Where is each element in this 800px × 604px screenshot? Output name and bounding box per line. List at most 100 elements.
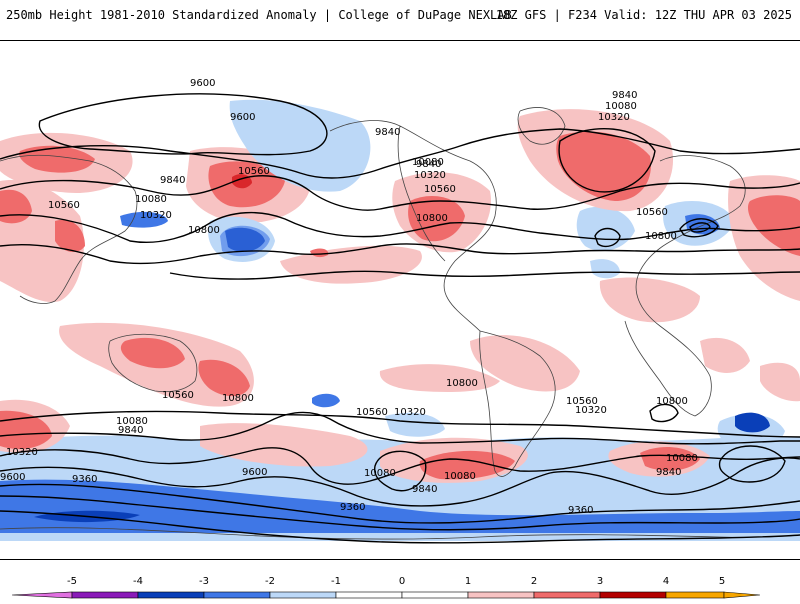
colorbar-tick-label: 1 xyxy=(465,576,471,587)
contour-label: 9360 xyxy=(568,505,593,516)
contour-10800-north xyxy=(169,270,800,280)
colorbar-legend: -5 -4 -3 -2 -1 0 1 2 3 4 5 xyxy=(0,564,800,600)
anomaly-neg1-atlantic-tropics xyxy=(590,259,620,279)
anomaly-neg1-south-pacific-east xyxy=(385,412,445,437)
contour-10560-south xyxy=(0,411,800,445)
contour-10080-south xyxy=(0,457,800,507)
coast-north-america xyxy=(329,120,497,332)
contour-closed-europe-low-1 xyxy=(679,218,719,238)
anomaly-pos2-north-pacific-west xyxy=(19,145,95,173)
colorbar-ticks: -5 -4 -3 -2 -1 0 1 2 3 4 5 xyxy=(67,576,725,587)
contour-label: 10080 xyxy=(605,101,637,112)
contour-label: 10320 xyxy=(6,447,38,458)
contour-label: 9840 xyxy=(612,90,637,101)
contour-closed-south-africa xyxy=(649,403,679,423)
colorbar-swatch-zero-pos xyxy=(401,591,469,599)
colorbar-swatch-pos3 xyxy=(599,591,667,599)
contour-label: 10320 xyxy=(598,112,630,123)
contour-label: 10320 xyxy=(575,405,607,416)
anomaly-pos2-australia xyxy=(120,337,185,369)
contour-label: 10800 xyxy=(645,231,677,242)
contour-9360-south xyxy=(0,510,800,544)
contour-label: 9600 xyxy=(230,112,255,123)
contour-label: 9360 xyxy=(72,474,97,485)
contour-label: 9600 xyxy=(242,467,267,478)
colorbar-tick-label: 2 xyxy=(531,576,537,587)
colorbar-swatch-pos1 xyxy=(467,591,535,599)
colorbar-swatch-neg1 xyxy=(269,591,337,599)
contour-9840-south xyxy=(0,483,800,524)
colorbar-swatch-pos4 xyxy=(665,591,725,599)
contour-label: 10080 xyxy=(135,194,167,205)
contour-closed-europe-low-2 xyxy=(689,222,711,233)
colorbar-swatches xyxy=(11,591,761,599)
contour-label: 10560 xyxy=(356,407,388,418)
contour-label: 10800 xyxy=(222,393,254,404)
contour-9840-north xyxy=(0,128,800,179)
contour-label: 10560 xyxy=(238,166,270,177)
contour-label: 10560 xyxy=(424,184,456,195)
colorbar-arrow-min xyxy=(11,591,73,599)
anomaly-pos2-north-america xyxy=(408,196,465,242)
colorbar-tick-label: 0 xyxy=(399,576,405,587)
anomaly-pos1-africa xyxy=(599,277,700,323)
coast-greenland xyxy=(517,107,566,145)
colorbar-swatch-neg4 xyxy=(71,591,139,599)
contour-label: 10560 xyxy=(566,396,598,407)
colorbar-swatch-zero-neg xyxy=(335,591,403,599)
contour-10560-north xyxy=(0,243,800,265)
anomaly-pos2-india xyxy=(55,219,85,253)
contour-label: 10560 xyxy=(636,207,668,218)
map-title: 250mb Height 1981-2010 Standardized Anom… xyxy=(6,8,512,22)
anomaly-pos1-south-america-west xyxy=(379,364,500,392)
contour-label: 9840 xyxy=(412,484,437,495)
contour-closed-south-indian xyxy=(718,445,786,483)
contour-label: 9840 xyxy=(160,175,185,186)
contour-9600-north xyxy=(38,93,328,156)
contour-label: 10560 xyxy=(162,390,194,401)
anomaly-shading xyxy=(0,99,800,541)
anomaly-neg3-south-indian xyxy=(735,412,770,433)
model-run-info: 18Z GFS | F234 Valid: 12Z THU APR 03 202… xyxy=(495,8,792,22)
colorbar-tick-label: -2 xyxy=(265,576,275,587)
colorbar-swatch-pos2 xyxy=(533,591,601,599)
anomaly-pos1-south-atlantic-mid xyxy=(470,335,580,392)
contour-label: 10800 xyxy=(416,213,448,224)
contour-labels: 9600 9600 9840 10560 9840 10080 10560 10… xyxy=(0,78,698,516)
anomaly-pos2-south-pacific-west xyxy=(0,410,52,449)
contour-label: 9600 xyxy=(0,472,25,483)
coastlines xyxy=(0,107,800,540)
colorbar-tick-label: 5 xyxy=(719,576,725,587)
anomaly-pos2-north-atlantic xyxy=(556,131,651,201)
anomaly-pos1-indian-south xyxy=(760,362,800,402)
contour-label: 9840 xyxy=(375,127,400,138)
colorbar-tick-label: -5 xyxy=(67,576,77,587)
anomaly-pos1-south-pacific-mid xyxy=(200,423,368,467)
contour-label: 10320 xyxy=(414,170,446,181)
anomaly-neg2-japan xyxy=(120,211,168,228)
contour-label: 9840 xyxy=(656,467,681,478)
contour-label: 10800 xyxy=(446,378,478,389)
contour-9600-south xyxy=(0,495,800,531)
contour-label: 10080 xyxy=(364,468,396,479)
height-contours xyxy=(0,93,800,544)
anomaly-pos2-south-atlantic xyxy=(419,450,515,480)
coast-asia xyxy=(0,154,138,304)
contour-10080-north xyxy=(0,175,800,211)
anomaly-pos2-south-indian xyxy=(640,447,700,471)
contour-label: 9360 xyxy=(340,502,365,513)
colorbar-tick-label: -1 xyxy=(331,576,341,587)
anomaly-neg2-north-pacific xyxy=(220,225,270,257)
contour-label: 10320 xyxy=(140,210,172,221)
colorbar-tick-label: -4 xyxy=(133,576,143,587)
contour-label: 9600 xyxy=(190,78,215,89)
contour-10320-north xyxy=(0,211,800,243)
contour-label: 10080 xyxy=(666,453,698,464)
contour-label: 9840 xyxy=(118,425,143,436)
colorbar-swatch-neg2 xyxy=(203,591,271,599)
contour-label: 10080 xyxy=(444,471,476,482)
colorbar-tick-label: -3 xyxy=(199,576,209,587)
anomaly-pos1-east-pacific xyxy=(280,245,422,284)
contour-closed-atlantic-high xyxy=(594,227,621,248)
anomaly-neg2-south-pacific xyxy=(312,393,340,408)
